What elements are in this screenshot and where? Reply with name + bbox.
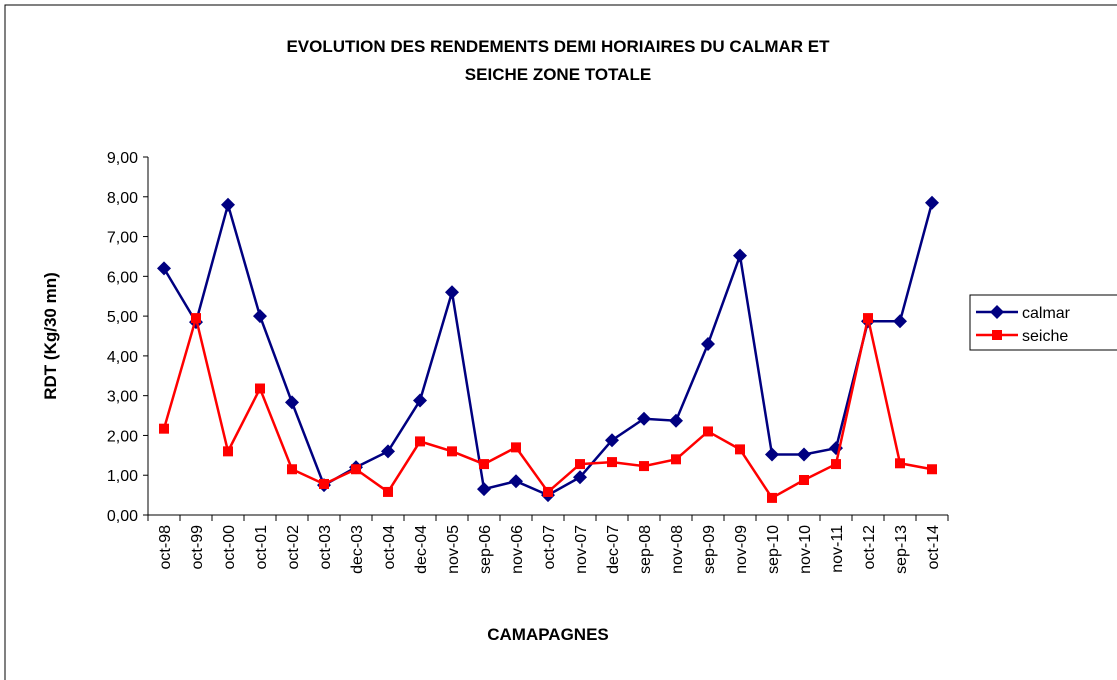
marker [381,444,395,459]
marker [733,248,747,263]
marker [413,393,427,408]
legend-label: calmar [1022,305,1071,322]
marker [607,457,617,468]
marker [637,411,651,426]
y-tick-label: 0,00 [107,508,138,525]
marker [893,314,907,329]
x-tick-label: dec-04 [413,525,430,574]
marker [671,454,681,465]
chart-title: EVOLUTION DES RENDEMENTS DEMI HORIAIRES … [286,37,830,56]
marker [383,486,393,497]
y-tick-label: 5,00 [107,309,138,326]
x-tick-label: nov-08 [669,525,686,574]
x-tick-label: oct-02 [285,525,302,570]
marker [799,474,809,485]
marker [447,446,457,457]
legend-marker [992,330,1002,340]
x-tick-label: oct-04 [381,525,398,570]
x-tick-label: oct-98 [157,525,174,570]
marker [639,461,649,472]
marker [253,309,267,324]
x-tick-label: oct-00 [221,525,238,570]
marker [703,426,713,437]
marker [573,470,587,485]
marker [925,195,939,210]
x-tick-label: oct-12 [861,525,878,570]
marker [319,478,329,489]
marker [255,383,265,394]
y-tick-label: 6,00 [107,269,138,286]
x-axis-label: CAMAPAGNES [487,625,609,644]
marker [797,447,811,462]
marker [767,492,777,503]
y-tick-label: 8,00 [107,190,138,207]
marker [351,464,361,475]
marker [287,464,297,475]
marker [479,459,489,470]
x-tick-label: oct-03 [317,525,334,570]
marker [511,442,521,453]
marker [701,336,715,351]
y-tick-label: 2,00 [107,428,138,445]
x-tick-label: sep-08 [637,525,654,574]
marker [191,313,201,324]
chart-title: SEICHE ZONE TOTALE [465,65,651,84]
chart-frame [4,4,1117,680]
marker [765,447,779,462]
marker [543,486,553,497]
x-tick-label: nov-09 [733,525,750,574]
x-tick-label: sep-06 [477,525,494,574]
marker [831,459,841,470]
marker [863,313,873,324]
marker [223,446,233,457]
y-axis-label: RDT (Kg/30 mn) [41,272,60,400]
marker [509,474,523,489]
x-tick-label: dec-03 [349,525,366,574]
legend-marker [990,305,1004,319]
x-tick-label: nov-05 [445,525,462,574]
x-tick-label: sep-09 [701,525,718,574]
marker [669,413,683,428]
x-tick-label: oct-99 [189,525,206,570]
marker [285,395,299,410]
x-tick-label: sep-10 [765,525,782,574]
y-tick-label: 3,00 [107,389,138,406]
legend-box [969,294,1117,351]
y-tick-label: 7,00 [107,230,138,247]
x-tick-label: nov-11 [829,525,846,573]
y-tick-label: 1,00 [107,468,138,485]
marker [157,261,171,276]
x-tick-label: oct-01 [253,525,270,570]
x-tick-label: dec-07 [605,525,622,574]
marker [575,459,585,470]
x-tick-label: nov-10 [797,525,814,574]
marker [895,458,905,469]
marker [415,436,425,447]
marker [735,444,745,455]
x-tick-label: sep-13 [893,525,910,574]
y-tick-label: 9,00 [107,150,138,167]
x-tick-label: oct-14 [925,525,942,570]
x-tick-label: nov-06 [509,525,526,574]
marker [927,464,937,475]
x-tick-label: nov-07 [573,525,590,574]
x-tick-label: oct-07 [541,525,558,570]
legend-label: seiche [1022,328,1068,345]
y-tick-label: 4,00 [107,349,138,366]
marker [221,197,235,212]
marker [605,433,619,448]
marker [477,482,491,497]
marker [159,423,169,434]
marker [445,285,459,300]
